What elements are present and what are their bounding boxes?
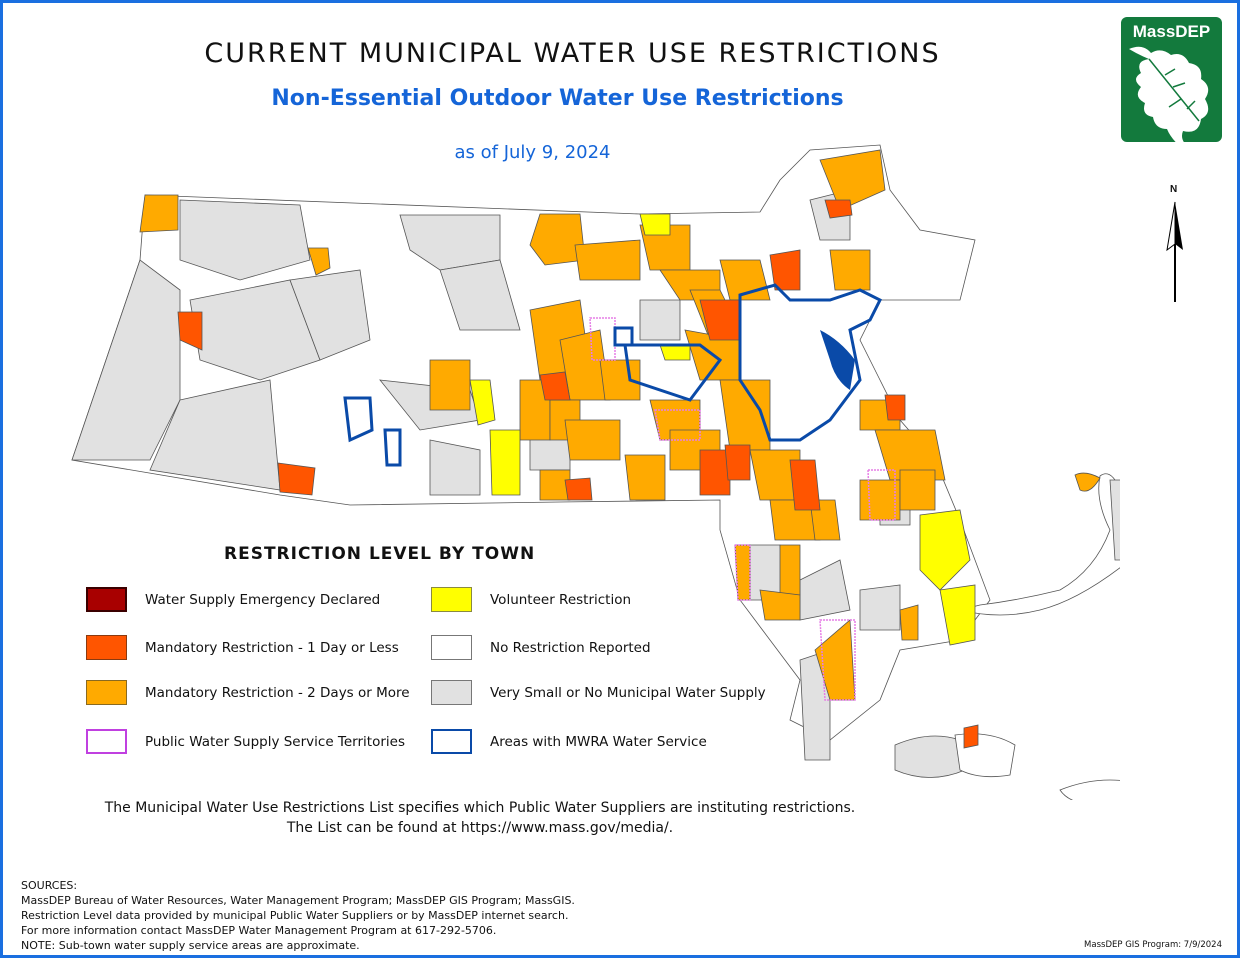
legend-item-no-restriction: No Restriction Reported	[431, 635, 651, 660]
sources-line: For more information contact MassDEP Wat…	[21, 924, 497, 937]
legend-item-small-supply: Very Small or No Municipal Water Supply	[431, 680, 766, 705]
legend-swatch-mwra	[431, 729, 472, 754]
note-line-1: The Municipal Water Use Restrictions Lis…	[104, 800, 856, 816]
north-arrow-icon	[1166, 201, 1183, 302]
map-date: as of July 9, 2024	[454, 142, 611, 163]
sources-line: NOTE: Sub-town water supply service area…	[21, 939, 360, 952]
legend-swatch-mandatory-2-days	[86, 680, 127, 705]
legend-item-mandatory-2-days: Mandatory Restriction - 2 Days or More	[86, 680, 410, 705]
massdep-logo: MassDEP	[1121, 17, 1222, 142]
logo-text: MassDEP	[1132, 22, 1211, 41]
note-line-2: The List can be found at https://www.mas…	[286, 820, 674, 836]
legend-label: Mandatory Restriction - 2 Days or More	[145, 684, 410, 701]
legend-label: Public Water Supply Service Territories	[145, 733, 405, 750]
legend-item-mwra: Areas with MWRA Water Service	[431, 729, 707, 754]
legend-item-service-territories: Public Water Supply Service Territories	[86, 729, 405, 754]
sources-heading: SOURCES:	[21, 879, 78, 892]
legend-label: No Restriction Reported	[490, 639, 651, 656]
legend-swatch-volunteer	[431, 587, 472, 612]
legend-label: Volunteer Restriction	[490, 591, 632, 608]
sources-line: Restriction Level data provided by munic…	[21, 909, 569, 922]
sources-line: MassDEP Bureau of Water Resources, Water…	[21, 894, 575, 907]
legend-swatch-service-territories	[86, 729, 127, 754]
north-label: N	[1170, 184, 1178, 195]
legend-swatch-mandatory-1-day	[86, 635, 127, 660]
legend-swatch-no-restriction	[431, 635, 472, 660]
legend-label: Mandatory Restriction - 1 Day or Less	[145, 639, 399, 656]
oak-leaf-icon	[1129, 46, 1209, 142]
legend-label: Areas with MWRA Water Service	[490, 733, 707, 750]
legend-item-volunteer: Volunteer Restriction	[431, 587, 631, 612]
map-subtitle: Non-Essential Outdoor Water Use Restrict…	[271, 86, 844, 111]
legend-swatch-small-supply	[431, 680, 472, 705]
legend-title: RESTRICTION LEVEL BY TOWN	[224, 544, 536, 564]
legend-label: Very Small or No Municipal Water Supply	[490, 684, 766, 701]
massachusetts-map	[71, 144, 1120, 800]
legend-item-emergency: Water Supply Emergency Declared	[86, 587, 380, 612]
legend-swatch-emergency	[86, 587, 127, 612]
legend-item-mandatory-1-day: Mandatory Restriction - 1 Day or Less	[86, 635, 399, 660]
gis-credit: MassDEP GIS Program: 7/9/2024	[1084, 940, 1222, 950]
north-arrow: N	[1160, 184, 1190, 308]
legend-label: Water Supply Emergency Declared	[145, 591, 381, 608]
restrictions-note: The Municipal Water Use Restrictions Lis…	[60, 798, 900, 838]
sources-block: SOURCES: MassDEP Bureau of Water Resourc…	[21, 878, 575, 953]
map-title: CURRENT MUNICIPAL WATER USE RESTRICTIONS	[204, 38, 941, 69]
